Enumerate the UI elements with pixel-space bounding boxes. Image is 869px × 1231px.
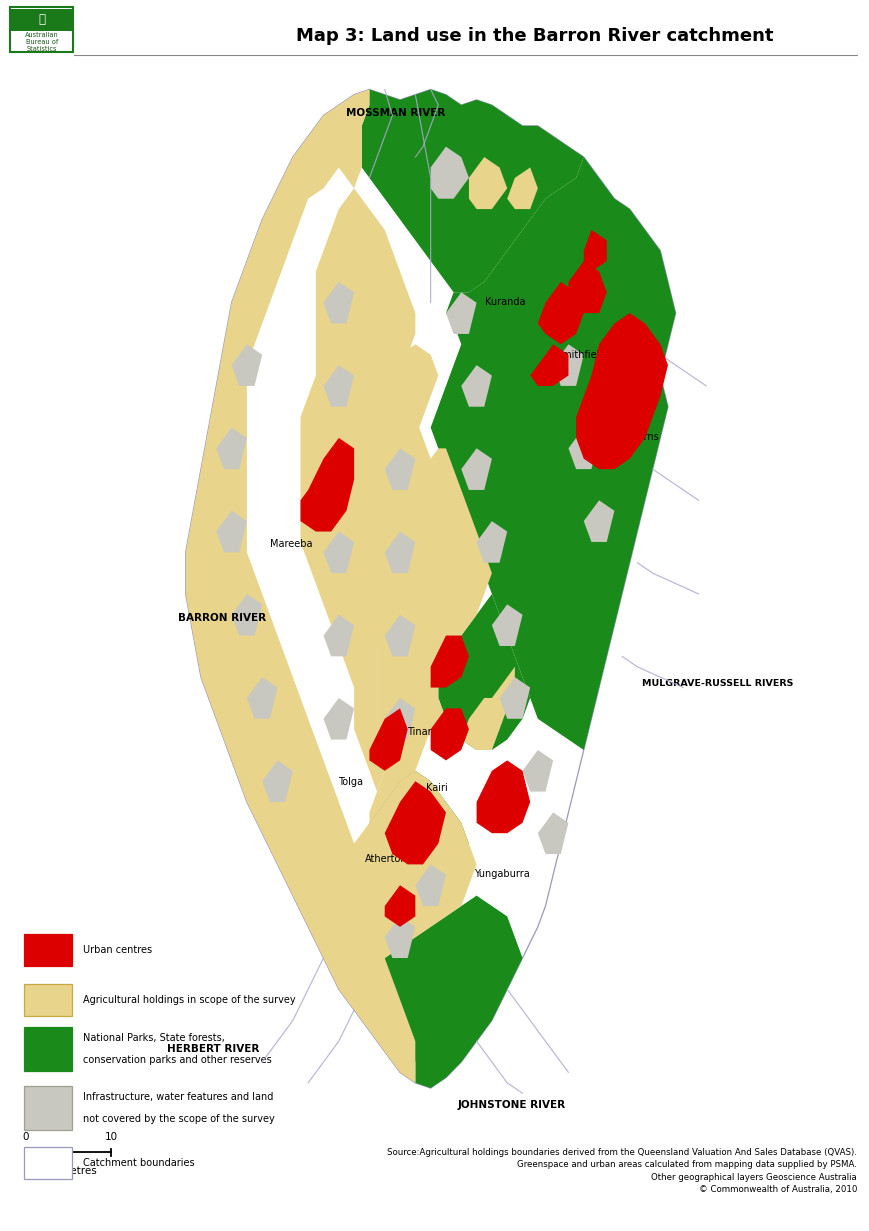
Polygon shape [522,750,553,792]
Polygon shape [476,521,507,563]
Text: 10: 10 [104,1133,118,1142]
Text: Atherton: Atherton [365,854,408,864]
Polygon shape [262,761,293,803]
Polygon shape [231,595,262,635]
Polygon shape [185,90,476,1083]
Polygon shape [216,427,247,469]
Polygon shape [446,292,476,334]
Text: 0: 0 [23,1133,30,1142]
Polygon shape [468,158,507,209]
Polygon shape [430,635,468,688]
Polygon shape [338,345,438,646]
Text: BARRON RIVER: BARRON RIVER [177,613,266,623]
Polygon shape [430,146,468,198]
Text: Tolga: Tolga [337,777,362,787]
Polygon shape [567,261,606,313]
Polygon shape [491,604,522,646]
Text: Mareeba: Mareeba [269,539,312,549]
Polygon shape [369,448,514,822]
Text: JOHNSTONE RIVER: JOHNSTONE RIVER [457,1101,565,1110]
Text: Kuranda: Kuranda [485,297,526,307]
Text: MULGRAVE-RUSSELL RIVERS: MULGRAVE-RUSSELL RIVERS [641,678,793,688]
Polygon shape [537,812,567,854]
Polygon shape [247,677,277,719]
Polygon shape [384,916,415,958]
Text: Urban centres: Urban centres [83,945,151,955]
Bar [24,1147,72,1179]
Text: 🌿: 🌿 [38,14,45,26]
Text: Source:Agricultural holdings boundaries derived from the Queensland Valuation An: Source:Agricultural holdings boundaries … [387,1147,856,1194]
Polygon shape [461,366,491,406]
Polygon shape [384,532,415,574]
Polygon shape [583,500,614,542]
Polygon shape [300,438,354,532]
Text: MOSSMAN RIVER: MOSSMAN RIVER [346,108,445,118]
Polygon shape [575,313,667,469]
Text: Kairi: Kairi [426,783,448,793]
Polygon shape [567,427,599,469]
Text: Kilometres: Kilometres [41,1166,96,1176]
Polygon shape [529,345,567,387]
Polygon shape [384,614,415,656]
Text: Cairns: Cairns [627,432,658,442]
Polygon shape [362,90,583,292]
Text: Yungaburra: Yungaburra [474,869,529,879]
Text: Infrastructure, water features and land: Infrastructure, water features and land [83,1092,273,1102]
Bar [24,1086,72,1130]
Polygon shape [231,345,262,387]
Polygon shape [384,448,415,490]
Polygon shape [216,511,247,553]
Text: Map 3: Land use in the Barron River catchment: Map 3: Land use in the Barron River catc… [296,27,773,46]
Polygon shape [376,896,522,1088]
Polygon shape [362,771,468,916]
Text: Smithfield: Smithfield [556,350,606,359]
Polygon shape [438,595,529,750]
Text: conservation parks and other reserves: conservation parks and other reserves [83,1055,271,1065]
Polygon shape [384,782,446,864]
Text: Agricultural holdings in scope of the survey: Agricultural holdings in scope of the su… [83,995,295,1004]
Text: not covered by the scope of the survey: not covered by the scope of the survey [83,1114,274,1124]
Polygon shape [323,532,354,574]
Text: Australian
Bureau of
Statistics: Australian Bureau of Statistics [25,32,58,52]
Polygon shape [323,698,354,740]
Polygon shape [461,448,491,490]
Bar [24,984,72,1016]
Polygon shape [323,448,354,490]
Polygon shape [415,864,446,906]
Text: National Parks, State forests,: National Parks, State forests, [83,1033,224,1043]
Polygon shape [553,345,583,387]
Polygon shape [583,230,606,272]
Polygon shape [323,366,354,406]
Polygon shape [185,90,675,1088]
Polygon shape [476,761,529,833]
Polygon shape [430,158,675,750]
Text: Catchment boundaries: Catchment boundaries [83,1158,194,1168]
Polygon shape [384,698,415,740]
Polygon shape [384,885,415,927]
Polygon shape [507,167,537,209]
Polygon shape [499,677,529,719]
Bar [11,9,72,31]
Polygon shape [430,708,468,761]
Text: HERBERT RIVER: HERBERT RIVER [167,1044,259,1054]
Bar [24,934,72,966]
Text: Tinaroo: Tinaroo [407,728,443,737]
Bar [10,7,73,52]
Polygon shape [323,282,354,324]
Polygon shape [537,282,583,345]
Polygon shape [369,708,408,771]
Polygon shape [323,614,354,656]
Bar [24,1027,72,1071]
